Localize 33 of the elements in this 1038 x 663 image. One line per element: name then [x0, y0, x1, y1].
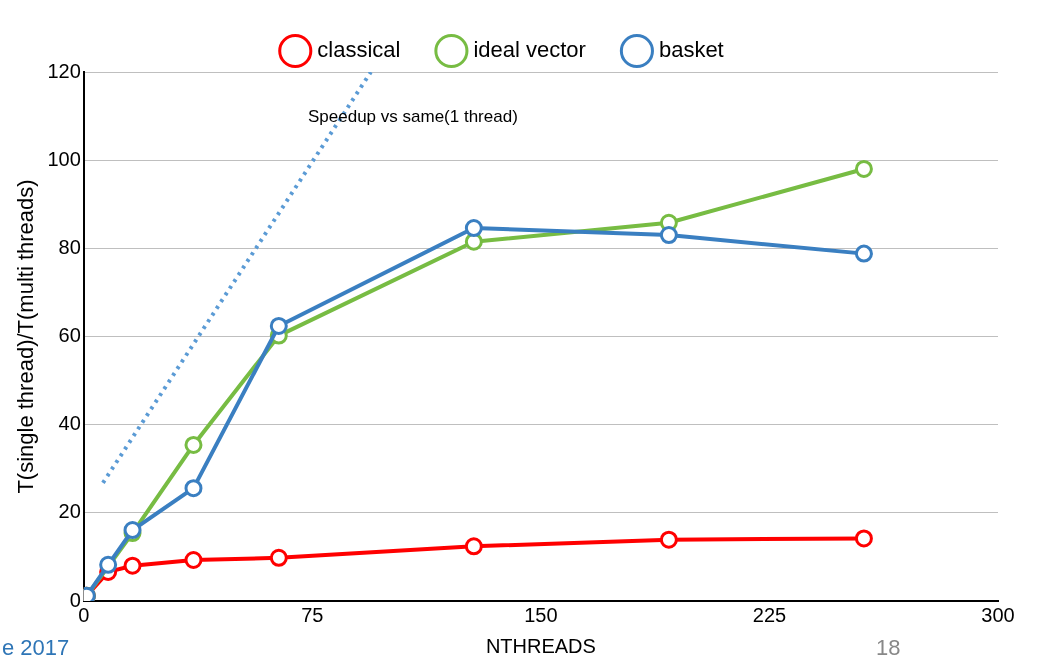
point: [184, 551, 203, 569]
x-tick-label: 150: [524, 603, 558, 626]
point: [854, 244, 873, 263]
point: [269, 316, 288, 335]
point: [464, 537, 483, 556]
y-tick-label: 80: [58, 235, 81, 258]
x-tick-label: 225: [752, 603, 787, 626]
point: [184, 479, 203, 498]
x-tick-label: 75: [301, 603, 324, 626]
y-axis-title: T(single thread)/T(multi threads): [13, 179, 39, 494]
point: [659, 530, 678, 549]
point: [184, 435, 203, 454]
y-tick-label: 0: [69, 588, 81, 611]
point: [99, 555, 118, 574]
point: [854, 159, 873, 178]
y-tick-label: 40: [58, 412, 81, 435]
y-tick-label: 100: [47, 147, 81, 170]
legend-label: basket: [658, 37, 724, 63]
point: [123, 556, 142, 575]
text: e 2017: [2, 635, 70, 661]
point: [269, 548, 288, 567]
y-tick-label: 120: [47, 59, 81, 82]
x-tick-label: 300: [981, 603, 1015, 626]
legend-label: classical: [317, 37, 401, 63]
point: [464, 219, 483, 238]
point: [659, 226, 678, 245]
text: 18: [876, 635, 901, 661]
y-tick-label: 60: [58, 324, 81, 347]
legend-label: ideal vector: [473, 37, 586, 63]
point: [854, 529, 873, 548]
annotation: Speedup vs same(1 thread): [307, 106, 518, 126]
y-tick-label: 20: [58, 500, 81, 523]
x-axis-title: NTHREADS: [485, 634, 596, 657]
